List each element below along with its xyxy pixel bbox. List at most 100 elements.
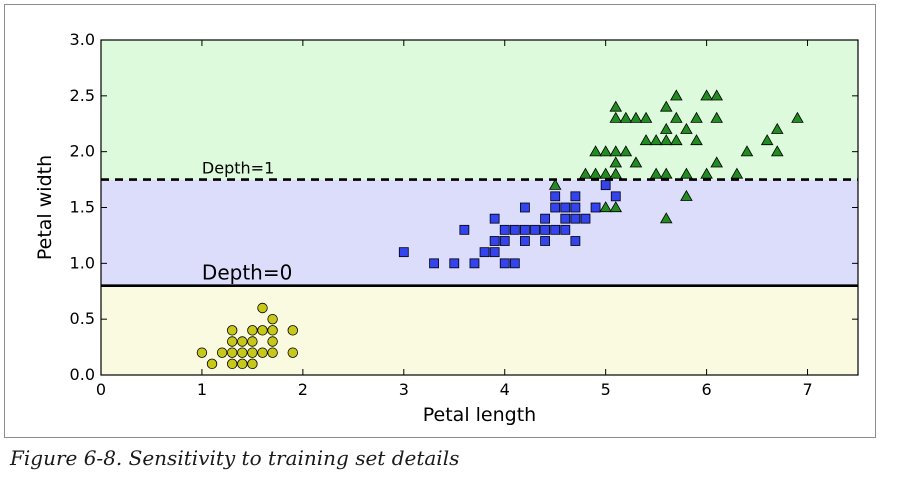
data-point-circle	[247, 347, 258, 358]
boundary-label-depth-1: Depth=1	[202, 159, 274, 178]
data-point-square	[570, 213, 581, 224]
x-tick-label: 3	[399, 380, 409, 399]
data-point-square	[550, 224, 561, 235]
data-point-square	[489, 236, 500, 246]
data-point-triangle	[690, 111, 703, 123]
data-point-square	[570, 236, 581, 246]
boundary-label-depth-0: Depth=0	[202, 261, 292, 285]
data-point-triangle	[629, 111, 643, 123]
data-point-circle	[237, 336, 248, 347]
data-point-square	[540, 213, 551, 224]
data-point-triangle	[649, 134, 663, 146]
data-point-triangle	[589, 167, 602, 179]
data-point-circle	[257, 325, 268, 336]
data-point-triangle	[599, 167, 612, 179]
x-tick-label: 5	[601, 380, 611, 399]
data-point-triangle	[710, 156, 723, 168]
data-point-circle	[247, 358, 258, 370]
decision-boundary-chart: Depth=0 Depth=1 0 1 2 3 4 5 6 7 0.0 0.5 1.0 1.5 2.0 2.…	[34, 30, 859, 426]
data-point-square	[479, 247, 490, 258]
data-point-triangle	[609, 145, 623, 157]
data-point-circle	[257, 347, 268, 358]
data-point-triangle	[670, 134, 683, 146]
data-point-circle	[237, 358, 248, 370]
data-point-triangle	[609, 100, 623, 112]
data-point-circle	[237, 347, 248, 358]
data-point-triangle	[770, 145, 784, 157]
data-point-triangle	[760, 134, 774, 146]
data-point-square	[509, 224, 520, 235]
y-tick-label: 2.0	[70, 142, 95, 161]
data-point-square	[590, 202, 601, 213]
data-point-circle	[267, 313, 278, 325]
data-point-circle	[227, 358, 238, 370]
data-point-square	[560, 213, 571, 224]
data-point-triangle	[599, 201, 612, 213]
data-point-square	[580, 213, 591, 224]
data-point-square	[489, 247, 500, 258]
y-tick-label: 1.0	[70, 253, 95, 272]
data-point-circle	[287, 325, 298, 336]
data-point-circle	[267, 347, 278, 358]
data-point-square	[499, 236, 510, 246]
data-point-circle	[247, 325, 258, 336]
data-point-triangle	[700, 89, 713, 101]
data-point-triangle	[740, 145, 754, 157]
data-point-square	[499, 224, 510, 235]
data-point-square	[530, 224, 540, 235]
data-point-triangle	[710, 111, 723, 123]
y-tick-label: 1.5	[70, 198, 95, 217]
class-1-region	[101, 179, 858, 286]
data-point-square	[570, 202, 581, 213]
data-point-square	[540, 236, 551, 246]
data-point-triangle	[659, 100, 673, 112]
data-point-square	[489, 213, 500, 224]
data-point-circle	[227, 347, 238, 358]
data-point-square	[459, 224, 470, 235]
data-point-triangle	[639, 111, 653, 123]
data-point-square	[540, 224, 551, 235]
x-tick-label: 6	[702, 380, 712, 399]
data-point-triangle	[599, 145, 612, 157]
data-point-triangle	[619, 111, 633, 123]
data-point-square	[398, 247, 409, 258]
x-tick-label: 7	[802, 380, 812, 399]
data-point-triangle	[589, 145, 602, 157]
data-point-triangle	[670, 89, 683, 101]
data-point-square	[550, 202, 561, 213]
data-point-square	[610, 191, 621, 202]
data-point-square	[560, 224, 571, 235]
data-point-circle	[196, 347, 208, 358]
data-point-triangle	[609, 167, 623, 179]
data-point-triangle	[639, 134, 653, 146]
data-point-circle	[206, 358, 218, 370]
data-point-triangle	[710, 89, 723, 101]
data-point-triangle	[609, 156, 623, 168]
decision-boundaries: Depth=0 Depth=1	[101, 159, 858, 287]
class-regions	[101, 40, 858, 375]
y-tick-label: 2.5	[70, 86, 95, 105]
data-point-triangle	[670, 111, 683, 123]
data-point-triangle	[730, 167, 744, 179]
data-point-circle	[267, 336, 278, 347]
data-point-triangle	[609, 111, 623, 123]
data-point-triangle	[690, 134, 703, 146]
x-tick-label: 2	[298, 380, 308, 399]
y-tick-label: 0.5	[70, 309, 95, 328]
data-point-circle	[216, 347, 228, 358]
data-point-triangle	[791, 111, 804, 123]
data-point-square	[469, 258, 480, 269]
data-point-square	[449, 258, 460, 269]
axis-ticks: 0 1 2 3 4 5 6 7 0.0 0.5 1.0 1.5 2.0 2.5 3.0	[70, 30, 858, 399]
data-point-circle	[247, 336, 258, 347]
data-point-circle	[267, 325, 278, 336]
x-tick-label: 0	[96, 380, 106, 399]
class-2-region	[101, 40, 858, 180]
figure-caption: Figure 6-8. Sensitivity to training set …	[10, 446, 460, 470]
figure-frame: Depth=0 Depth=1 0 1 2 3 4 5 6 7 0.0 0.5 1.0 1.5 2.0 2.…	[4, 4, 876, 438]
data-point-square	[600, 180, 611, 191]
data-point-circle	[257, 302, 268, 314]
data-point-triangle	[680, 167, 693, 179]
data-point-square	[570, 191, 581, 202]
data-point-square	[560, 202, 571, 213]
